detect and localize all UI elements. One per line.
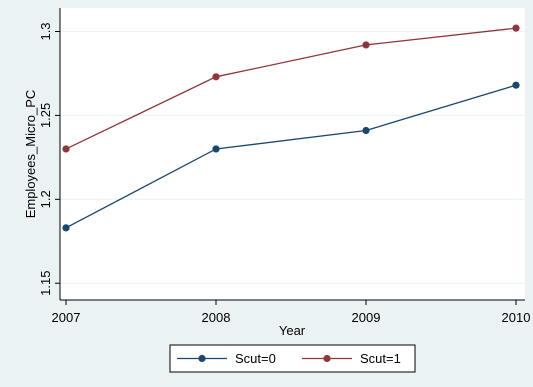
series-line-1	[65, 84, 517, 229]
y-tick-label: 1.15	[38, 271, 53, 296]
y-tick-label: 1.2	[38, 190, 53, 208]
legend-label: Scut=0	[235, 351, 276, 366]
x-tick-label: 2010	[502, 310, 531, 325]
x-tick-label: 2007	[52, 310, 81, 325]
legend-label: Scut=1	[360, 351, 401, 366]
gridlines	[60, 30, 525, 284]
data-point	[212, 145, 220, 153]
legend-swatch-marker	[198, 354, 206, 363]
data-point	[212, 73, 220, 81]
x-tick-label: 2009	[352, 310, 381, 325]
axes: 1.15 1.2 1.25 1.3 2007 2008 2009 2010	[38, 8, 530, 325]
data-point	[362, 126, 370, 135]
series-layer	[62, 24, 520, 232]
x-axis-title: Year	[279, 323, 306, 338]
x-tick-label: 2008	[202, 310, 231, 325]
legend: Scut=0 Scut=1	[169, 344, 416, 373]
y-axis-title: Employees_Micro_PC	[23, 90, 38, 219]
data-point	[62, 224, 70, 232]
plot-background	[60, 8, 525, 300]
data-point	[512, 81, 520, 89]
series-line-2	[65, 27, 517, 150]
data-point	[362, 41, 370, 49]
y-tick-label: 1.3	[38, 22, 53, 40]
y-tick-label: 1.25	[38, 103, 53, 128]
data-point	[512, 24, 520, 32]
legend-swatch-marker	[323, 354, 331, 363]
data-point	[62, 145, 70, 153]
